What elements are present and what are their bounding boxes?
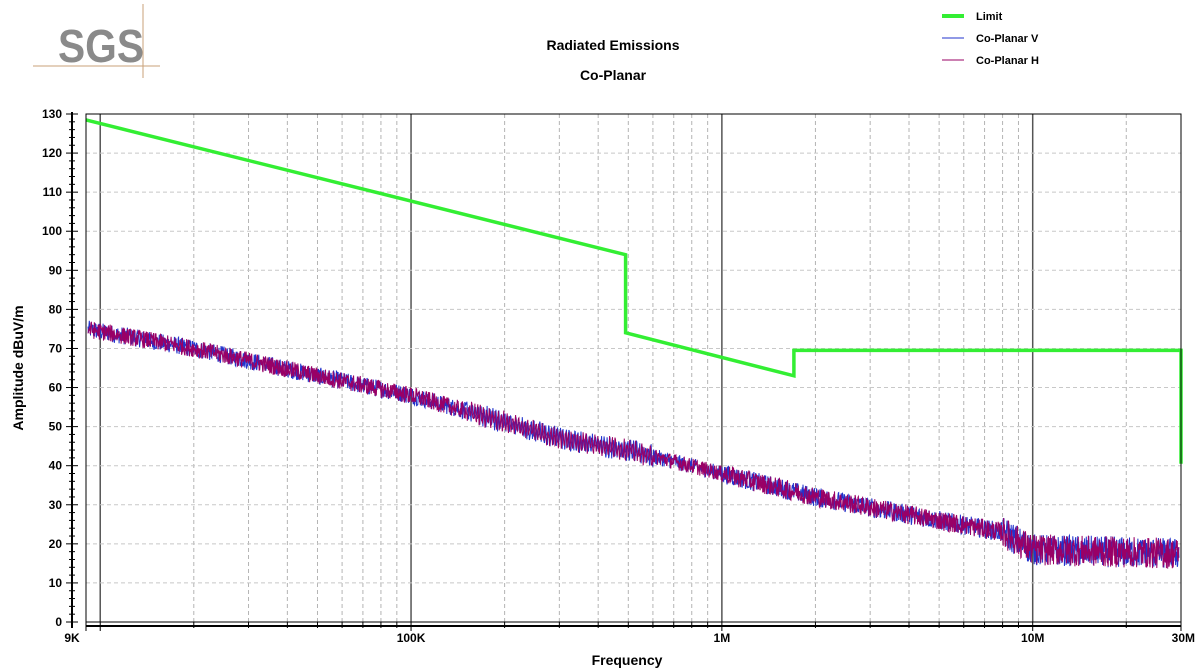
plot-area [85,118,1183,569]
chart-title: Radiated Emissions [546,37,679,53]
axes: 0 10 20 30 40 50 60 70 80 90 100 110 120 130 9K 100K 1M 1… [42,107,1195,645]
y-tick-label: 120 [42,146,62,160]
x-tick-label: 9K [64,631,80,645]
legend-label: Co-Planar V [976,33,1039,45]
y-tick-label: 100 [42,224,62,238]
series-line-co-planar-h [87,321,1180,569]
y-tick-label: 20 [49,537,63,551]
y-tick-label: 40 [49,459,63,473]
y-tick-label: 60 [49,381,63,395]
series-line-limit [85,118,1183,464]
y-tick-label: 130 [42,107,62,121]
y-tick-label: 110 [43,185,63,199]
logo-text: SGS [58,20,144,72]
x-axis-title: Frequency [592,652,663,668]
y-tick-label: 0 [55,615,62,629]
chart-subtitle: Co-Planar [580,67,647,83]
y-tick-label: 30 [49,498,63,512]
legend-label: Co-Planar H [976,55,1039,67]
x-tick-label: 1M [714,631,731,645]
x-tick-label: 30M [1172,631,1195,645]
plot-frame [85,113,1182,623]
y-tick-label: 90 [49,263,63,277]
sgs-logo: SGS [33,4,160,78]
y-tick-label: 10 [49,576,63,590]
x-tick-label: 10M [1021,631,1044,645]
y-tick-label: 70 [49,341,63,355]
legend: Limit Co-Planar V Co-Planar H [942,11,1039,67]
y-tick-label: 80 [49,302,63,316]
y-axis-title: Amplitude dBuV/m [10,305,26,430]
y-tick-label: 50 [49,420,63,434]
x-tick-label: 100K [397,631,426,645]
legend-label: Limit [976,11,1003,23]
